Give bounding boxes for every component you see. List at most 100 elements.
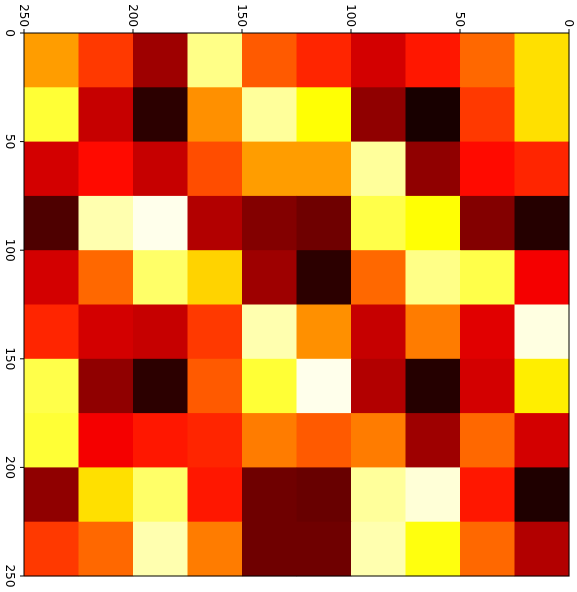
heatmap-cell [460,521,516,577]
heatmap-cell [133,87,189,143]
heatmap-cell [133,250,189,306]
x-tick-label: 0 [562,19,576,27]
heatmap-cell [242,521,298,577]
heatmap-cell [242,195,298,251]
heatmap-cell [514,250,570,306]
heatmap-cell [296,250,352,306]
heatmap-cell [187,358,243,414]
heatmap-cell [296,87,352,143]
heatmap-cell [242,250,298,306]
heatmap-cell [514,33,570,88]
heatmap-cell [514,195,570,251]
heatmap-cell [405,250,461,306]
heatmap-cell [514,87,570,143]
y-tick-label: 250 [3,565,17,588]
heatmap-cell [405,304,461,360]
heatmap-cell [405,413,461,468]
heatmap-cell [187,467,243,523]
heatmap-cell [242,413,298,468]
heatmap-cell [514,467,570,523]
heatmap-cell [460,358,516,414]
heatmap-cell [514,358,570,414]
heatmap-cell [405,358,461,414]
heatmap-cell [351,33,407,88]
heatmap-cell [351,521,407,577]
heatmap-cell [242,87,298,143]
heatmap-cell [78,413,134,468]
heatmap-cell [460,467,516,523]
heatmap-cell [296,413,352,468]
heatmap-cell [24,358,80,414]
heatmap-cell [78,304,134,360]
heatmap-cell [351,358,407,414]
heatmap-cell [460,141,516,197]
heatmap-cell [24,195,80,251]
heatmap-cell [187,33,243,88]
heatmap-cell [133,467,189,523]
heatmap-cell [242,141,298,197]
heatmap-cell [242,467,298,523]
heatmap-cell [460,413,516,468]
heatmap-cell [24,250,80,306]
heatmap-cell [24,521,80,577]
heatmap-cell [78,195,134,251]
heatmap-cell [405,195,461,251]
y-tick-label: 150 [3,347,17,370]
heatmap-cell [78,358,134,414]
plot-frame [23,32,570,577]
x-tick-label: 250 [17,4,31,27]
heatmap-cell [351,304,407,360]
heatmap-cell [296,304,352,360]
heatmap-cell [133,33,189,88]
y-axis-ticks: 0 50 100 150 200 250 [3,29,24,587]
heatmap-cell [460,250,516,306]
y-tick-label: 100 [3,239,17,262]
heatmap-cell [460,33,516,88]
x-axis-ticks: 0 50 100 150 200 250 [17,4,576,33]
heatmap-cell [405,33,461,88]
heatmap-cell [24,33,80,88]
heatmap-cell [242,304,298,360]
heatmap-cell [133,413,189,468]
heatmap-cell [187,141,243,197]
heatmap-cell [460,304,516,360]
heatmap-cell [514,521,570,577]
heatmap-cells [24,33,570,577]
heatmap-cell [405,141,461,197]
heatmap-cell [351,467,407,523]
heatmap-cell [133,141,189,197]
heatmap-cell [78,141,134,197]
heatmap-cell [242,33,298,88]
heatmap-cell [78,467,134,523]
y-tick-label: 200 [3,456,17,479]
x-tick-label: 200 [126,4,140,27]
heatmap-cell [351,250,407,306]
heatmap-cell [133,304,189,360]
heatmap-cell [187,304,243,360]
x-tick-label: 150 [235,4,249,27]
heatmap-cell [351,195,407,251]
heatmap-cell [24,87,80,143]
heatmap-cell [24,467,80,523]
heatmap-cell [296,358,352,414]
heatmap-cell [296,141,352,197]
heatmap-cell [24,304,80,360]
heatmap-cell [405,467,461,523]
heatmap-cell [296,33,352,88]
heatmap-cell [351,141,407,197]
heatmap-cell [78,87,134,143]
heatmap-cell [78,521,134,577]
heatmap-cell [187,87,243,143]
heatmap-cell [187,195,243,251]
heatmap-cell [351,87,407,143]
y-tick-label: 50 [3,134,17,149]
heatmap-cell [187,250,243,306]
y-tick-label: 0 [3,29,17,37]
x-tick-label: 100 [344,4,358,27]
heatmap-cell [405,521,461,577]
heatmap-cell [514,141,570,197]
heatmap-cell [242,358,298,414]
heatmap-cell [133,358,189,414]
heatmap-cell [187,521,243,577]
